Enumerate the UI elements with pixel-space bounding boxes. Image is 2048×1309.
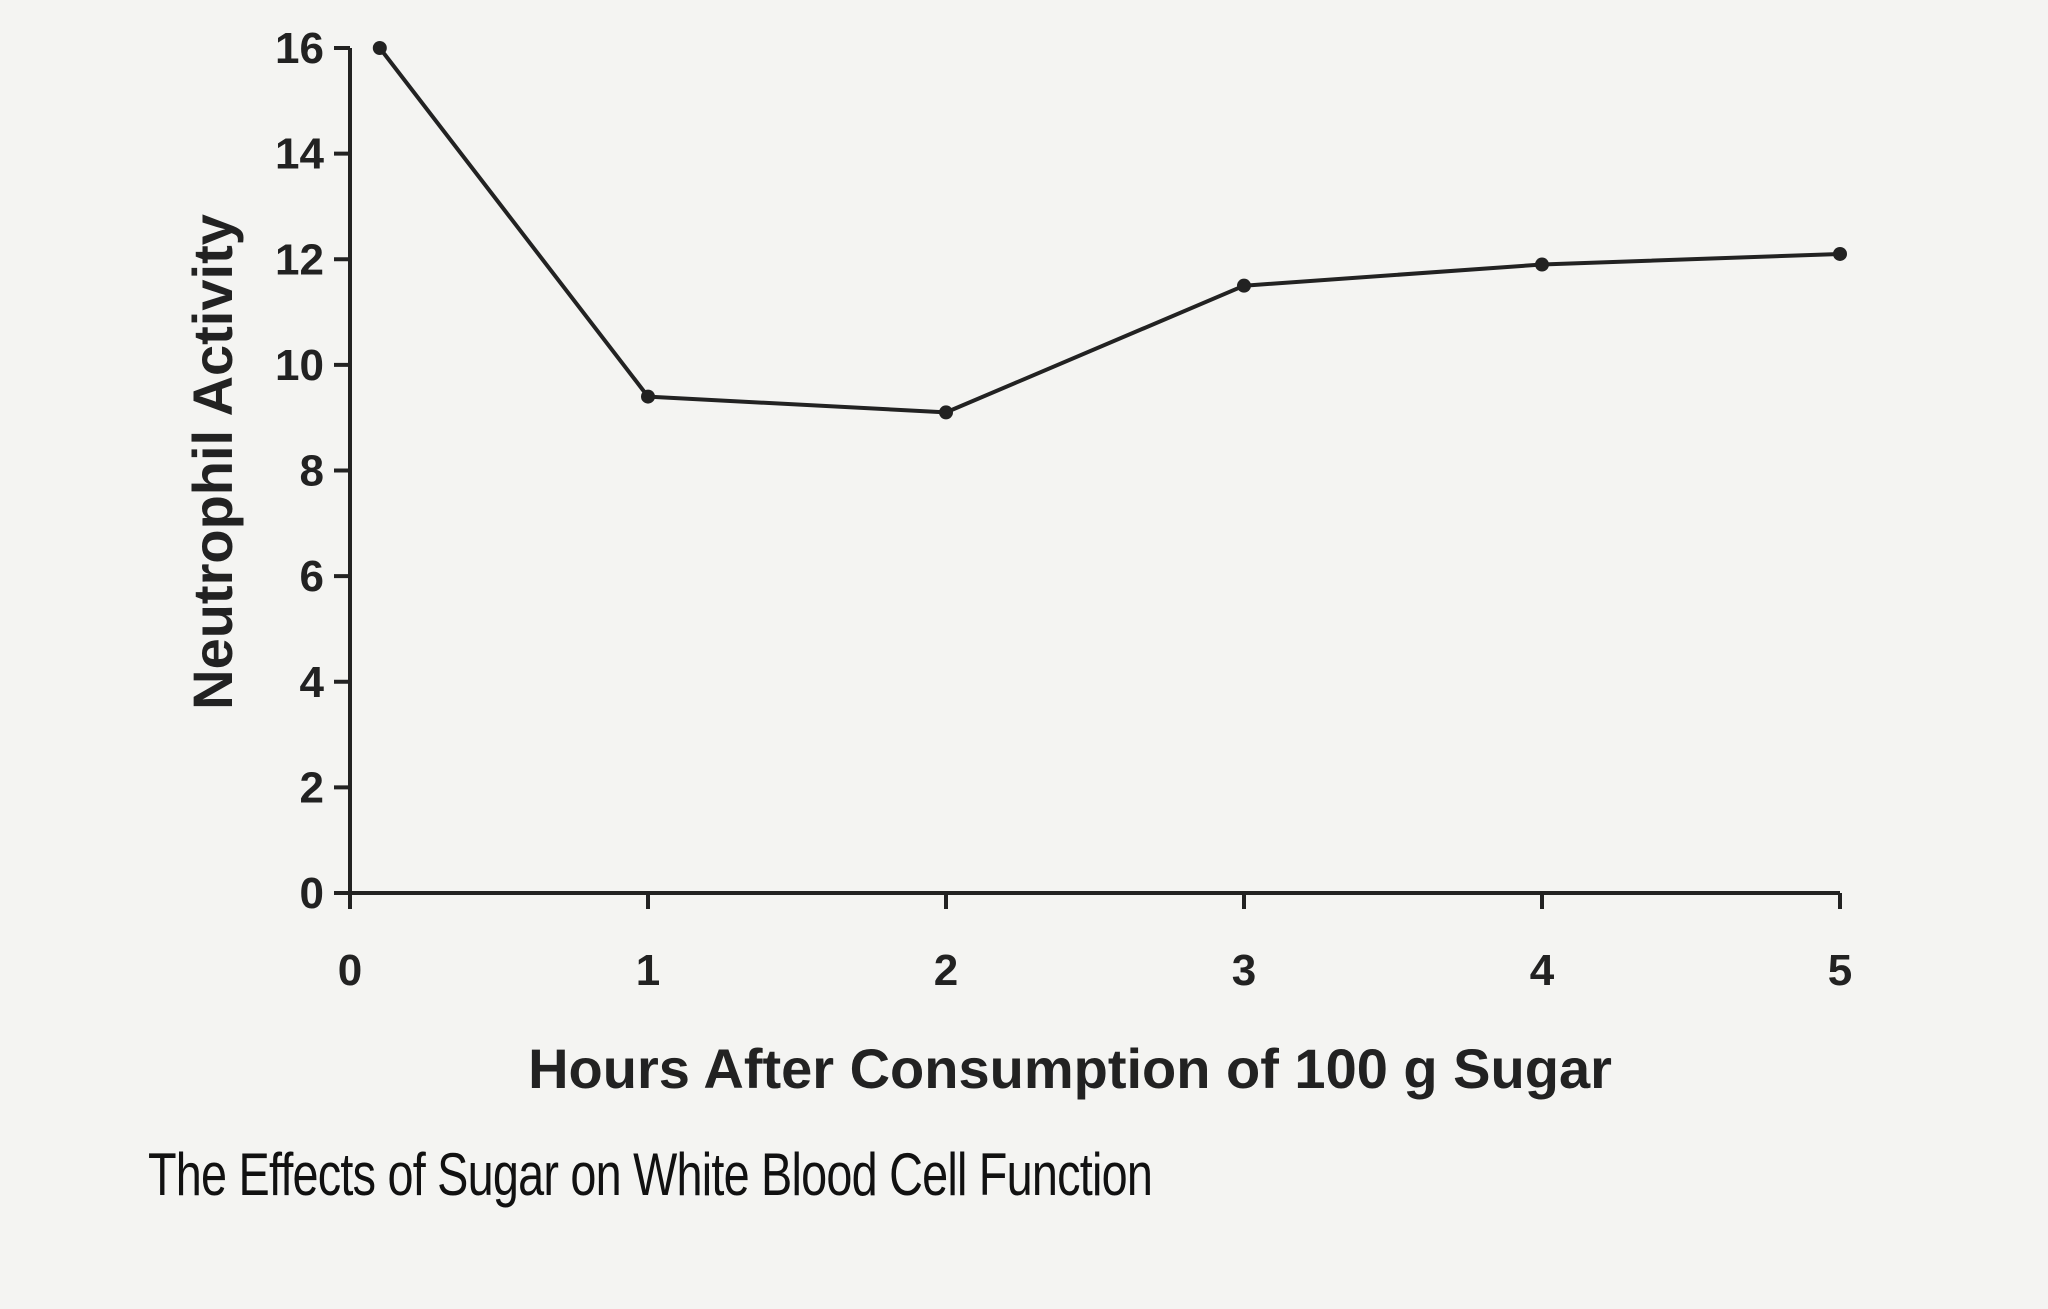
y-tick-label: 2: [300, 763, 324, 812]
x-axis-title: Hours After Consumption of 100 g Sugar: [528, 1037, 1612, 1100]
series-line: [378, 46, 1841, 415]
x-tick-label: 0: [338, 946, 362, 995]
x-tick-label: 3: [1232, 946, 1256, 995]
y-tick-label: 4: [300, 658, 325, 707]
data-point: [1535, 257, 1549, 272]
y-tick-label: 0: [300, 869, 324, 918]
y-tick-label: 10: [275, 341, 324, 390]
series-layer: [372, 41, 1847, 420]
y-axis-title: Neutrophil Activity: [181, 214, 244, 710]
y-axis-ticks: 0 2 4 6 8 10 12 14 16: [275, 24, 350, 918]
data-point: [1833, 246, 1847, 261]
x-tick-label: 1: [636, 946, 660, 995]
y-tick-label: 8: [300, 447, 324, 496]
x-tick-label: 2: [934, 946, 958, 995]
x-axis-ticks: 0 1 2 3 4 5: [338, 893, 1852, 995]
axes: [348, 48, 1840, 895]
data-point: [1237, 278, 1251, 293]
y-tick-label: 14: [275, 130, 324, 179]
y-tick-label: 16: [275, 24, 324, 73]
y-tick-label: 12: [275, 235, 324, 284]
y-tick-label: 6: [300, 552, 324, 601]
data-point: [641, 389, 655, 404]
x-tick-label: 4: [1530, 946, 1555, 995]
x-tick-label: 5: [1828, 946, 1852, 995]
data-point: [939, 405, 953, 420]
data-point: [372, 41, 387, 55]
figure-caption: The Effects of Sugar on White Blood Cell…: [148, 1141, 1153, 1208]
